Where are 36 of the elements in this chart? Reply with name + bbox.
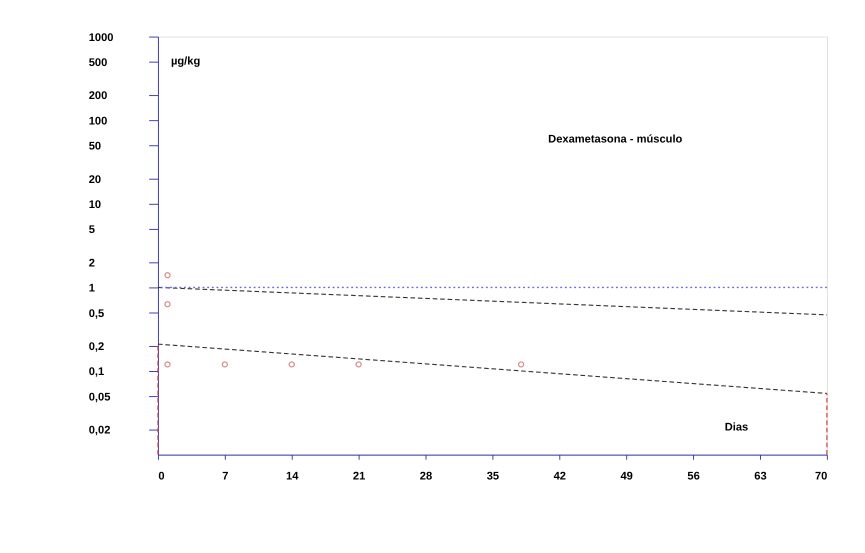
x-tick-label: 42 xyxy=(554,470,566,482)
x-tick-label: 56 xyxy=(687,470,700,482)
y-tick-label: 0,2 xyxy=(88,341,104,354)
text: Dexametasona - músculo xyxy=(548,134,683,146)
y-tick-label: 0,1 xyxy=(88,366,104,378)
y-tick-label: 10 xyxy=(88,199,102,212)
x-tick-label: 7 xyxy=(222,470,228,482)
y-tick-label: 100 xyxy=(88,115,108,128)
y-tick-label: 0,05 xyxy=(88,391,110,404)
point xyxy=(164,272,171,278)
x-tick-label: 14 xyxy=(286,470,300,482)
x-tick-label: 63 xyxy=(754,470,767,482)
point xyxy=(164,301,171,308)
point xyxy=(288,361,295,368)
y-tick-label: 0,5 xyxy=(88,308,104,320)
y-tick-label: 0,02 xyxy=(88,424,110,437)
point xyxy=(356,361,362,368)
x-tick-label: 35 xyxy=(486,470,500,482)
y-tick-label: 1000 xyxy=(88,32,114,44)
point xyxy=(222,361,228,368)
y-axis-title: µg/kg xyxy=(170,55,200,68)
point xyxy=(164,361,171,368)
x-tick-label: 70 xyxy=(814,470,828,482)
x-tick-label: 0 xyxy=(158,470,165,482)
x-tick-label: 28 xyxy=(420,470,432,482)
x-axis-title: Dias xyxy=(724,422,748,434)
x-tick-label: 49 xyxy=(620,470,633,482)
x-tick-label: 21 xyxy=(352,470,366,482)
y-tick-label: 1 xyxy=(88,282,95,295)
y-tick-label: 20 xyxy=(88,174,102,186)
y-tick-label: 5 xyxy=(88,224,95,236)
y-tick-label: 2 xyxy=(88,257,95,270)
y-tick-label: 50 xyxy=(88,140,102,153)
point xyxy=(518,361,524,368)
y-tick-label: 500 xyxy=(88,56,108,69)
y-tick-label: 200 xyxy=(88,90,108,102)
